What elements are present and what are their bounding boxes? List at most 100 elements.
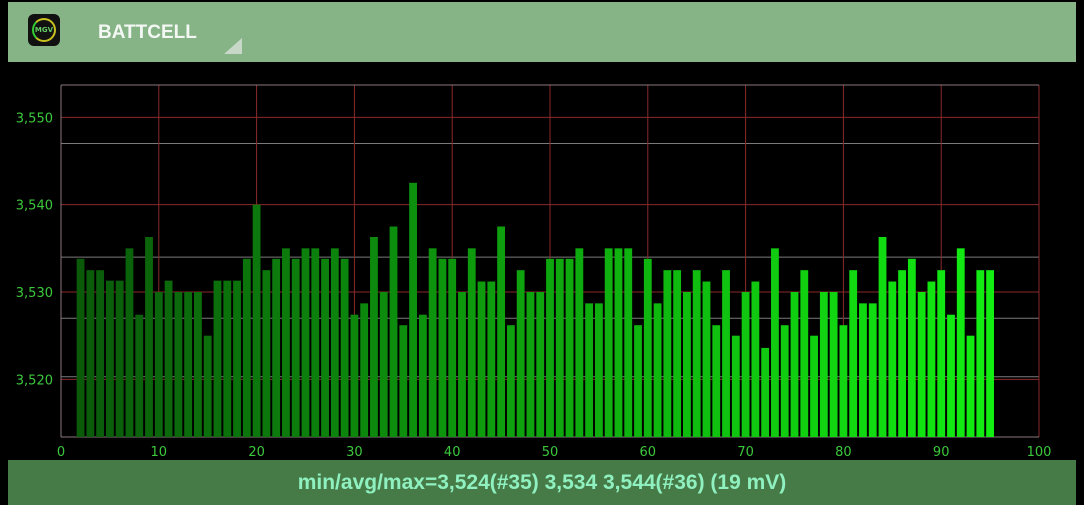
y-tick-label: 3,550 bbox=[16, 111, 53, 126]
bar-cell-84 bbox=[878, 236, 887, 437]
bar-cell-8 bbox=[135, 314, 144, 437]
x-tick-label: 90 bbox=[933, 445, 950, 460]
bar-cell-41 bbox=[458, 292, 466, 437]
bar-cell-34 bbox=[389, 226, 398, 437]
bar-cell-4 bbox=[96, 270, 105, 437]
bar-cell-25 bbox=[301, 248, 310, 437]
x-tick-label: 30 bbox=[346, 445, 363, 460]
bar-cell-33 bbox=[379, 292, 388, 437]
bar-cell-23 bbox=[282, 248, 290, 437]
bar-cell-36 bbox=[409, 182, 417, 437]
bar-cell-79 bbox=[829, 292, 838, 437]
bar-cell-42 bbox=[467, 248, 476, 437]
bar-cell-93 bbox=[966, 335, 975, 437]
x-tick-label: 20 bbox=[248, 445, 265, 460]
bar-cell-80 bbox=[839, 325, 848, 437]
bar-cell-76 bbox=[800, 270, 809, 437]
bar-cell-77 bbox=[810, 335, 818, 437]
bar-cell-15 bbox=[203, 335, 212, 437]
bar-cell-17 bbox=[223, 280, 232, 437]
bar-cell-11 bbox=[164, 280, 173, 437]
bar-cell-28 bbox=[330, 248, 339, 437]
bar-cell-89 bbox=[927, 281, 936, 437]
bar-cell-18 bbox=[233, 280, 241, 437]
bar-cell-59 bbox=[634, 325, 642, 437]
y-tick-label: 3,530 bbox=[16, 286, 53, 301]
bar-cell-31 bbox=[360, 303, 369, 437]
x-tick-label: 80 bbox=[835, 445, 852, 460]
x-tick-label: 100 bbox=[1027, 445, 1052, 460]
logo-ring-icon: MGV bbox=[32, 18, 56, 42]
bar-cell-40 bbox=[448, 258, 457, 437]
bar-cell-60 bbox=[643, 258, 652, 437]
bar-cell-56 bbox=[604, 248, 613, 437]
bar-cell-50 bbox=[546, 258, 554, 437]
x-tick-label: 40 bbox=[444, 445, 461, 460]
x-tick-label: 0 bbox=[57, 445, 65, 460]
bar-cell-68 bbox=[722, 270, 730, 437]
bar-cell-24 bbox=[291, 258, 300, 437]
x-tick-label: 60 bbox=[640, 445, 657, 460]
bar-cell-22 bbox=[272, 258, 281, 437]
bar-cell-95 bbox=[986, 270, 995, 437]
bar-cell-66 bbox=[702, 281, 711, 437]
bar-cell-52 bbox=[565, 258, 574, 437]
bar-cell-55 bbox=[594, 303, 603, 437]
bar-cell-14 bbox=[194, 292, 202, 437]
bar-cell-7 bbox=[125, 248, 134, 437]
app-logo[interactable]: MGV bbox=[28, 14, 60, 46]
bar-cell-26 bbox=[311, 248, 320, 437]
dropdown-corner-icon[interactable] bbox=[224, 38, 242, 54]
x-tick-label: 50 bbox=[542, 445, 559, 460]
bar-cell-78 bbox=[819, 292, 828, 437]
bar-cell-9 bbox=[145, 236, 153, 437]
cell-voltage-bar-chart: 3,520 3,530 3,540 3,550 0 10 20 30 40 50 60 70 80 90 1… bbox=[16, 84, 1052, 460]
bar-cell-86 bbox=[898, 270, 906, 437]
bar-cell-81 bbox=[849, 270, 858, 437]
bar-cell-10 bbox=[154, 292, 163, 437]
bar-cell-69 bbox=[731, 335, 740, 437]
bar-cell-32 bbox=[370, 236, 378, 437]
bar-cell-6 bbox=[115, 280, 124, 437]
bar-cell-39 bbox=[438, 258, 447, 437]
bar-cell-3 bbox=[86, 270, 95, 437]
bar-cell-87 bbox=[907, 258, 916, 437]
bar-cell-30 bbox=[350, 314, 359, 437]
bar-cell-57 bbox=[614, 248, 623, 437]
bar-cell-88 bbox=[917, 292, 926, 437]
x-tick-label: 70 bbox=[737, 445, 754, 460]
bar-cell-37 bbox=[418, 314, 427, 437]
bar-cell-19 bbox=[242, 258, 251, 437]
bar-cell-53 bbox=[575, 248, 584, 437]
bar-cell-20 bbox=[252, 204, 261, 437]
bar-cell-47 bbox=[516, 270, 525, 437]
bar-cell-35 bbox=[399, 325, 408, 437]
bar-cell-83 bbox=[868, 303, 877, 437]
bar-cell-90 bbox=[937, 270, 946, 437]
bar-cell-51 bbox=[555, 258, 564, 437]
bar-cell-82 bbox=[859, 303, 867, 437]
bar-cell-75 bbox=[790, 292, 799, 437]
bar-cell-27 bbox=[321, 258, 329, 437]
bar-cell-38 bbox=[428, 248, 437, 437]
logo-text: MGV bbox=[34, 26, 54, 34]
bar-cell-65 bbox=[692, 270, 701, 437]
bar-cell-85 bbox=[888, 281, 897, 437]
bar-cell-61 bbox=[653, 303, 662, 437]
bar-cell-74 bbox=[780, 325, 789, 437]
bar-cell-49 bbox=[536, 292, 545, 437]
bar-cell-44 bbox=[487, 281, 496, 437]
bar-cell-64 bbox=[683, 292, 691, 437]
app-header: MGV BATTCELL bbox=[8, 2, 1076, 62]
bar-cell-67 bbox=[712, 325, 721, 437]
page-title: BATTCELL bbox=[98, 22, 197, 43]
bar-cell-54 bbox=[585, 303, 594, 437]
bar-cell-21 bbox=[262, 270, 271, 437]
bar-cell-48 bbox=[526, 292, 535, 437]
bar-cell-63 bbox=[673, 270, 682, 437]
bar-cell-46 bbox=[506, 325, 515, 437]
bar-cell-94 bbox=[976, 270, 985, 437]
bar-cell-62 bbox=[663, 270, 672, 437]
bar-cell-70 bbox=[741, 292, 750, 437]
bar-cell-16 bbox=[213, 280, 222, 437]
